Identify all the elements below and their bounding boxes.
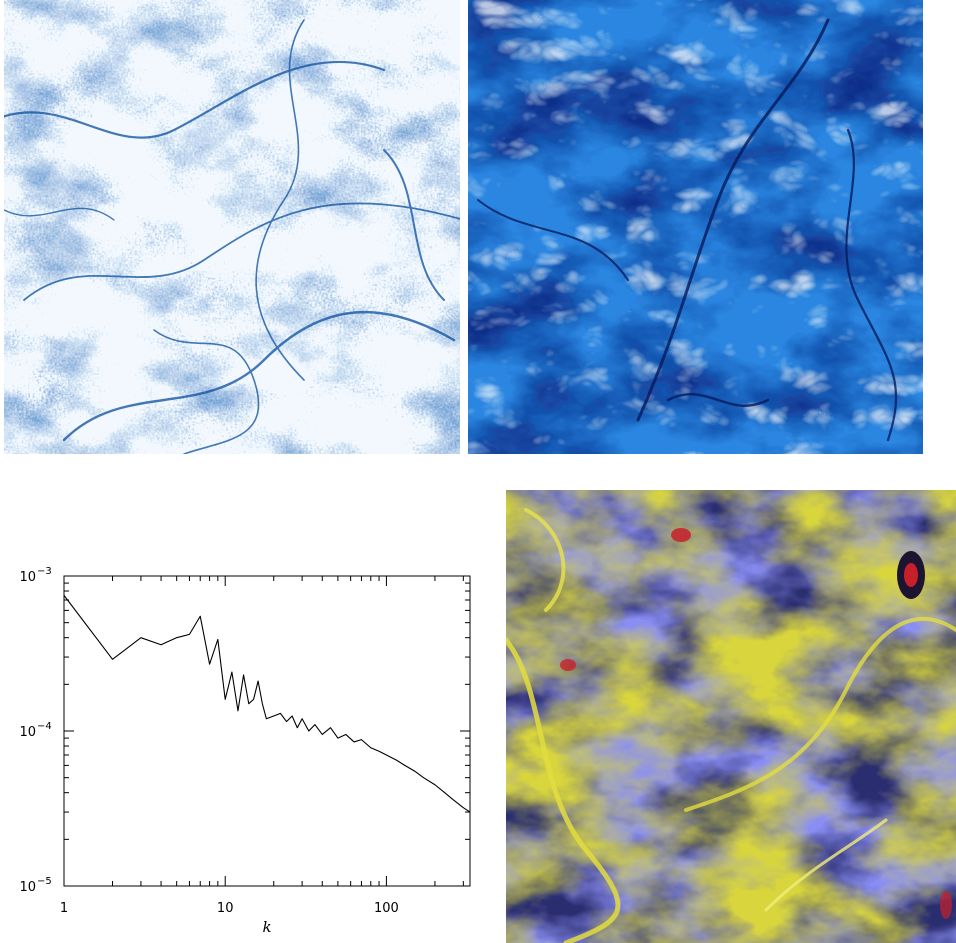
passive-scalar-graphic bbox=[506, 490, 956, 943]
y-tick-label: 10 bbox=[19, 570, 36, 585]
y-tick-label: 10 bbox=[19, 880, 36, 895]
x-tick-label: 1 bbox=[60, 901, 68, 916]
axis-ticks bbox=[63, 576, 470, 887]
plot-frame bbox=[63, 575, 471, 887]
y-tick-exponent: −5 bbox=[37, 876, 52, 887]
y-tick-exponent: −4 bbox=[37, 721, 52, 732]
particle-density-graphic bbox=[4, 0, 460, 454]
scalar-field-image bbox=[468, 0, 923, 454]
y-tick-exponent: −3 bbox=[37, 566, 52, 577]
scalar-field-graphic bbox=[468, 0, 923, 454]
spectrum-chart: 1 10 100 10 −5 10 −4 10 −3 k bbox=[0, 560, 480, 943]
particle-density-image bbox=[4, 0, 460, 454]
spectrum-line bbox=[63, 595, 471, 813]
x-axis-label: k bbox=[262, 918, 271, 936]
series-layer bbox=[63, 595, 471, 813]
y-tick-label: 10 bbox=[19, 725, 36, 740]
x-tick-label: 100 bbox=[374, 901, 399, 916]
x-tick-label: 10 bbox=[217, 901, 234, 916]
passive-scalar-image bbox=[506, 490, 956, 943]
